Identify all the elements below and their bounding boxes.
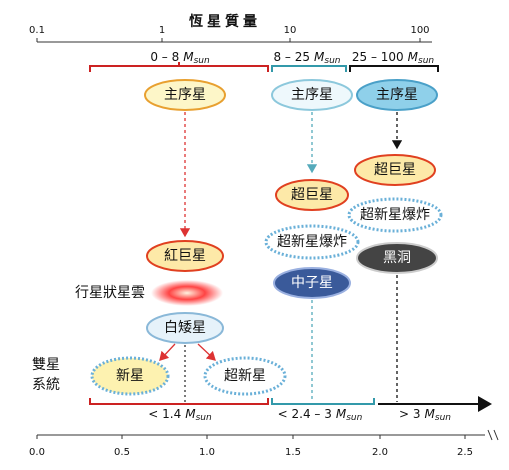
mass-symbol: M — [314, 50, 325, 64]
burst — [90, 356, 170, 396]
mass-range-label: 0 – 8 Msun — [150, 50, 210, 66]
node-label: 超新星爆炸 — [277, 234, 347, 250]
node-label: 新星 — [116, 368, 144, 384]
top-tick-label: 10 — [284, 25, 297, 36]
star-node — [271, 79, 353, 111]
range-text: > 3 — [399, 407, 421, 421]
remnant-range-label: < 1.4 Msun — [148, 407, 212, 423]
star-node — [356, 242, 438, 274]
star-node — [146, 240, 224, 272]
bottom-tick-label: 0.0 — [29, 447, 45, 458]
node-label: 主序星 — [376, 87, 418, 103]
mass-symbol: M — [183, 50, 194, 64]
star-node — [144, 79, 226, 111]
mass-subscript: sun — [435, 413, 451, 423]
range-text: 25 – 100 — [352, 50, 404, 64]
mass-symbol: M — [185, 407, 196, 421]
burst — [264, 224, 360, 260]
mass-subscript: sun — [196, 413, 212, 423]
node-label: 主序星 — [164, 87, 206, 103]
node-label: 超巨星 — [374, 162, 416, 178]
range-text: 0 – 8 — [150, 50, 179, 64]
top-tick-label: 1 — [159, 25, 165, 36]
bottom-tick-label: 2.0 — [372, 447, 388, 458]
mass-range-label: 8 – 25 Msun — [273, 50, 340, 66]
top-tick-label: 100 — [410, 25, 429, 36]
node-label: 超巨星 — [291, 187, 333, 203]
node-label: 紅巨星 — [164, 248, 206, 264]
planetary-nebula — [151, 280, 223, 306]
bottom-tick-label: 1.0 — [199, 447, 215, 458]
mass-symbol: M — [336, 407, 347, 421]
node-label: 白矮星 — [164, 320, 206, 336]
node-label: 超新星爆炸 — [360, 207, 430, 223]
bottom-axis — [36, 429, 499, 441]
range-text: 8 – 25 — [273, 50, 310, 64]
mass-subscript: sun — [418, 56, 434, 66]
top-axis — [36, 38, 432, 43]
node-label: 黑洞 — [383, 250, 411, 266]
star-node — [354, 154, 436, 186]
node-label: 中子星 — [291, 275, 333, 291]
node-label: 主序星 — [291, 87, 333, 103]
arrows — [159, 112, 403, 402]
star-node — [356, 79, 438, 111]
mass-subscript: sun — [346, 413, 362, 423]
mass-braces — [89, 62, 439, 72]
mass-subscript: sun — [194, 56, 210, 66]
node-label: 超新星 — [224, 368, 266, 384]
mass-subscript: sun — [324, 56, 340, 66]
binary-label: 雙星 — [32, 357, 60, 373]
bottom-tick-label: 1.5 — [285, 447, 301, 458]
remnant-brackets — [89, 396, 492, 412]
binary-label: 系統 — [32, 377, 60, 393]
star-node — [275, 179, 349, 211]
mass-symbol: M — [408, 50, 419, 64]
burst — [347, 197, 443, 233]
remnant-range-label: < 2.4 – 3 Msun — [278, 407, 363, 423]
star-node — [146, 312, 224, 344]
range-text: < 1.4 — [148, 407, 181, 421]
top-tick-label: 0.1 — [29, 25, 45, 36]
title: 恆星質量 — [188, 13, 261, 30]
mass-range-label: 25 – 100 Msun — [352, 50, 435, 66]
star-node — [273, 267, 351, 299]
remnant-range-label: > 3 Msun — [399, 407, 451, 423]
nova-glow — [92, 358, 168, 394]
bottom-tick-label: 2.5 — [457, 447, 473, 458]
mass-symbol: M — [425, 407, 436, 421]
bottom-tick-label: 0.5 — [114, 447, 130, 458]
burst — [203, 356, 287, 396]
range-text: < 2.4 – 3 — [278, 407, 332, 421]
node-label: 行星狀星雲 — [75, 285, 145, 301]
